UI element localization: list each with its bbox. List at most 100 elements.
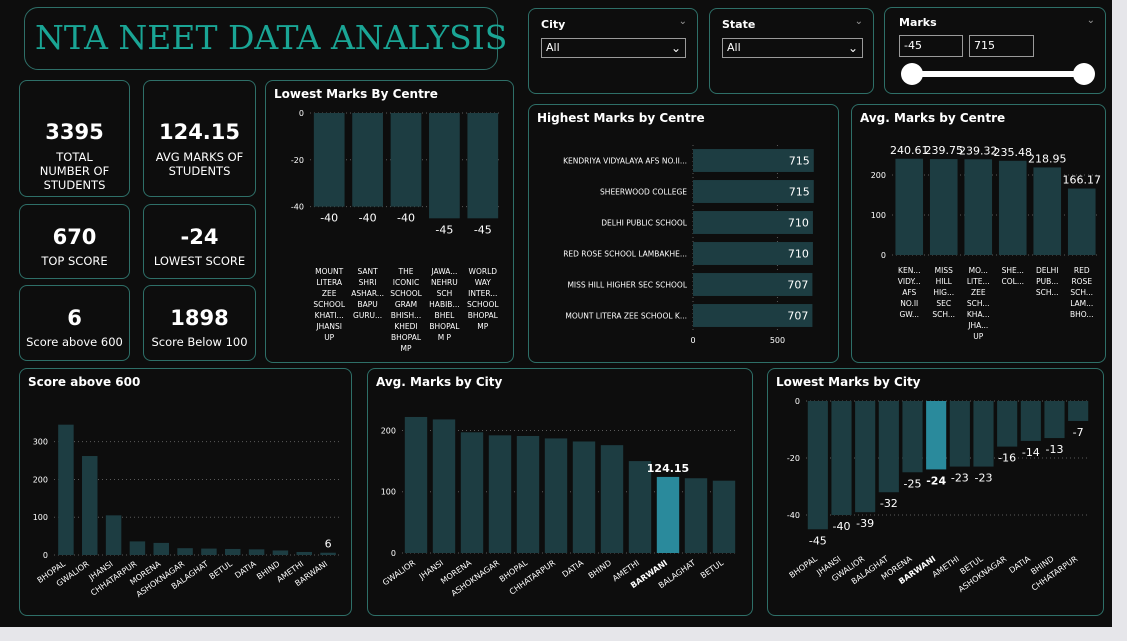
y-tick-label: 0 <box>43 551 48 560</box>
chevron-down-icon[interactable]: ⌄ <box>854 16 863 27</box>
city-dropdown[interactable]: All ⌄ <box>541 38 686 58</box>
state-dropdown[interactable]: All ⌄ <box>722 38 863 58</box>
bar <box>929 159 958 255</box>
bar <box>693 242 813 265</box>
x-tick-label: ASHAR... <box>351 289 384 298</box>
x-tick-label: UP <box>973 332 983 341</box>
y-tick-label: -40 <box>291 203 304 212</box>
y-tick-label: MISS HILL HIGHER SEC SCHOOL <box>567 281 687 290</box>
marks-slider-max-handle[interactable] <box>1073 63 1095 85</box>
bar <box>973 401 994 467</box>
x-tick-label: SCHOOL <box>390 289 422 298</box>
x-tick-label: SEC <box>936 299 951 308</box>
marks-min-value: -45 <box>904 39 922 52</box>
bar <box>58 424 74 555</box>
y-tick-label: KENDRIYA VIDYALAYA AFS NO.II... <box>563 157 687 166</box>
chevron-down-icon[interactable]: ⌄ <box>1086 15 1095 26</box>
x-tick-label: KHA... <box>967 310 990 319</box>
data-label: -40 <box>320 212 338 225</box>
data-label: -24 <box>926 474 946 487</box>
bar <box>693 149 814 172</box>
bar <box>248 549 265 555</box>
chart-title: Lowest Marks by City <box>776 375 921 389</box>
kpi-label: TOTAL NUMBER OF STUDENTS <box>39 150 110 192</box>
x-tick-label: ROSE <box>1071 277 1092 286</box>
x-tick-label: MISS <box>935 266 953 275</box>
kpi-label: LOWEST SCORE <box>153 254 246 268</box>
data-label: -40 <box>397 212 415 225</box>
lowest-city-svg: 0-20-40-45BHOPAL-40JHANSI-39GWALIOR-32BA… <box>787 397 1090 594</box>
kpi-score-below-100: 1898 Score Below 100 <box>143 285 256 361</box>
x-tick-label: 0 <box>690 336 695 345</box>
bar <box>177 548 193 555</box>
data-label: 124.15 <box>647 462 689 475</box>
data-label: -23 <box>951 472 969 485</box>
kpi-value: 124.15 <box>158 120 241 144</box>
kpi-value: 670 <box>52 225 97 249</box>
data-label: 710 <box>788 217 809 230</box>
x-tick-label: LITERA <box>316 278 343 287</box>
y-tick-label: 0 <box>881 251 886 260</box>
x-tick-label: SCH... <box>967 299 990 308</box>
x-tick-label: INTER... <box>468 289 497 298</box>
kpi-label: AVG MARKS OF STUDENTS <box>155 150 244 178</box>
data-label: -16 <box>998 452 1016 465</box>
dashboard: NTA NEET DATA ANALYSIS 3395 TOTAL NUMBER… <box>0 0 1112 627</box>
bar <box>1033 167 1062 255</box>
x-tick-label: GURU... <box>353 311 382 320</box>
data-label: -45 <box>435 223 453 236</box>
city-slicer: City ⌄ All ⌄ <box>528 8 698 94</box>
x-tick-label: HILL <box>936 277 953 286</box>
x-tick-label: SCH... <box>1036 288 1059 297</box>
x-tick-label: ASHOKNAGAR <box>450 558 502 598</box>
x-tick-label: ICONIC <box>393 278 419 287</box>
data-label: -23 <box>975 472 993 485</box>
page-title: NTA NEET DATA ANALYSIS <box>35 18 508 57</box>
x-tick-label: DATIA <box>1007 554 1032 575</box>
bar <box>352 113 383 207</box>
x-tick-label: BHOPAL <box>391 333 422 342</box>
x-tick-label: DELHI <box>1036 266 1059 275</box>
data-label: 239.32 <box>959 144 998 157</box>
y-tick-label: 0 <box>795 397 800 406</box>
x-tick-label: MP <box>477 322 488 331</box>
marks-slider-track[interactable] <box>911 71 1084 77</box>
x-tick-label: WAY <box>475 278 492 287</box>
kpi-score-above-600: 6 Score above 600 <box>19 285 130 361</box>
data-label: 710 <box>788 248 809 261</box>
y-tick-label: 200 <box>871 171 886 180</box>
x-tick-label: RED <box>1074 266 1090 275</box>
kpi-label: TOP SCORE <box>41 254 108 268</box>
bar <box>693 180 814 203</box>
chart-title: Avg. Marks by City <box>376 375 503 389</box>
bar <box>404 416 428 553</box>
bar <box>429 113 460 219</box>
data-label: 166.17 <box>1063 174 1102 187</box>
x-tick-label: AFS <box>902 288 916 297</box>
marks-max-input[interactable]: 715 <box>969 35 1034 57</box>
lowest-centre-svg: 0 -20 -40 -40 MOUNT LITERA ZEE SCHOOL KHATI... JH… <box>291 109 502 353</box>
bar <box>225 548 241 555</box>
y-tick-label: 300 <box>33 438 48 447</box>
data-label: -45 <box>474 223 492 236</box>
marks-slicer: Marks ⌄ -45 715 <box>884 7 1106 94</box>
x-tick-label: BHOPAL <box>468 311 499 320</box>
city-slicer-label: City <box>541 18 566 31</box>
bar <box>153 542 169 555</box>
data-label: 715 <box>789 186 810 199</box>
marks-slider-min-handle[interactable] <box>901 63 923 85</box>
y-tick-label: 0 <box>391 549 396 558</box>
bar <box>432 419 456 553</box>
bar <box>831 401 852 516</box>
y-tick-label: 200 <box>381 426 396 435</box>
marks-min-input[interactable]: -45 <box>899 35 963 57</box>
bar <box>949 401 970 467</box>
kpi-value: 3395 <box>45 120 104 144</box>
city-dropdown-value: All <box>546 41 560 54</box>
x-tick-label: GRAM <box>395 300 417 309</box>
x-tick-label: BHO... <box>1070 310 1094 319</box>
chart-avg-marks-by-centre: Avg. Marks by Centre 0 100 200 240.61 KEN...… <box>851 104 1106 363</box>
chevron-down-icon[interactable]: ⌄ <box>678 16 687 27</box>
x-tick-label: BETUL <box>208 559 235 581</box>
bar <box>516 435 540 553</box>
